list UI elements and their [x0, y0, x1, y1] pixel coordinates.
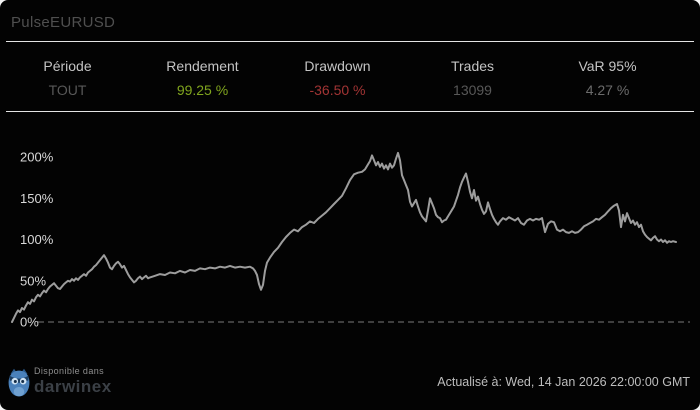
stat-trades: Trades 13099	[405, 58, 540, 98]
darwin-title[interactable]: PulseEURUSD	[11, 14, 116, 31]
stat-var95: VaR 95% 4.27 %	[540, 58, 675, 98]
header-divider	[6, 41, 694, 42]
stat-value: -36.50 %	[309, 82, 366, 98]
stat-label: Rendement	[166, 58, 239, 74]
stat-label: Drawdown	[304, 58, 371, 74]
stat-rendement: Rendement 99.25 %	[135, 58, 270, 98]
y-axis-label: 0%	[20, 315, 39, 330]
darwinex-attribution-link[interactable]: Disponible dans darwinex	[8, 366, 112, 397]
stat-drawdown: Drawdown -36.50 %	[270, 58, 405, 98]
stat-value: TOUT	[48, 82, 87, 98]
stats-divider	[6, 111, 694, 112]
stat-periode: Période TOUT	[0, 58, 135, 98]
stat-value: 13099	[453, 82, 492, 98]
equity-curve-line	[11, 151, 677, 323]
last-updated-text: Actualisé à: Wed, 14 Jan 2026 22:00:00 G…	[437, 375, 690, 389]
stat-value: 4.27 %	[585, 82, 630, 98]
y-axis-label: 50%	[20, 273, 46, 288]
stat-label: VaR 95%	[578, 58, 637, 74]
y-axis-label: 150%	[20, 191, 54, 206]
stat-label: Période	[43, 58, 92, 74]
darwinex-wordmark: darwinex	[34, 377, 112, 396]
stats-row: Période TOUT Rendement 99.25 % Drawdown …	[0, 58, 675, 98]
stat-label: Trades	[450, 58, 495, 74]
available-in-label: Disponible dans	[34, 366, 105, 376]
y-axis-label: 100%	[20, 232, 54, 247]
y-axis-label: 200%	[20, 150, 54, 165]
darwinex-owl-icon	[8, 368, 30, 397]
stat-value: 99.25 %	[176, 82, 229, 98]
